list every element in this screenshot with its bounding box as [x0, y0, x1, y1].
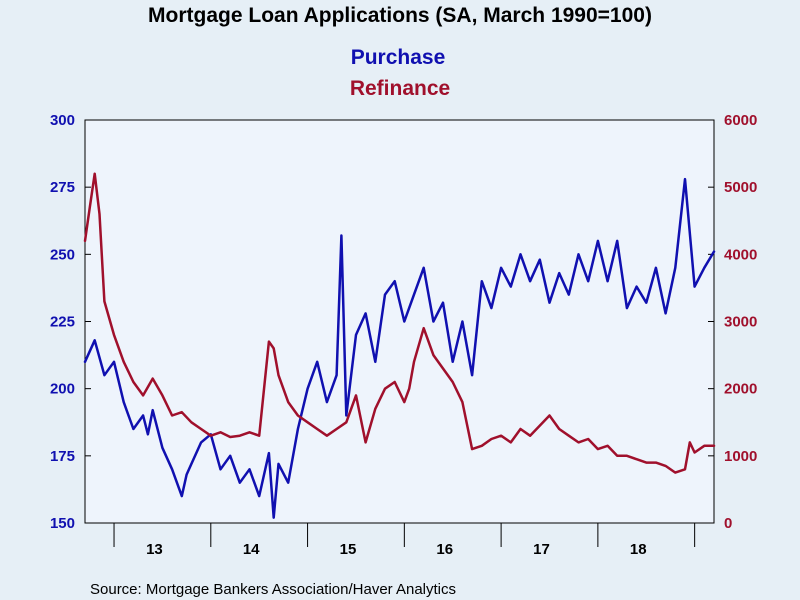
x-tick-label: 16 [436, 541, 453, 558]
y-right-tick-label: 2000 [724, 381, 757, 398]
y-left-tick-label: 225 [50, 314, 75, 331]
x-tick-label: 13 [146, 541, 163, 558]
series-line-refinance [83, 172, 716, 474]
axes: 3002752502252001751506000500040003000200… [50, 112, 757, 558]
y-left-tick-label: 150 [50, 515, 75, 532]
y-right-tick-label: 5000 [724, 179, 757, 196]
y-right-tick-label: 3000 [724, 314, 757, 331]
y-left-tick-label: 300 [50, 112, 75, 129]
x-tick-label: 14 [243, 541, 260, 558]
x-tick-label: 15 [340, 541, 357, 558]
y-right-tick-label: 4000 [724, 246, 757, 263]
y-left-tick-label: 200 [50, 381, 75, 398]
y-left-tick-label: 275 [50, 179, 75, 196]
legend-refinance: Refinance [350, 77, 450, 100]
y-right-tick-label: 1000 [724, 448, 757, 465]
x-tick-label: 17 [533, 541, 550, 558]
y-left-tick-label: 175 [50, 448, 75, 465]
y-left-tick-label: 250 [50, 246, 75, 263]
x-tick-label: 18 [630, 541, 647, 558]
legend-purchase: Purchase [351, 46, 446, 69]
series-layer [83, 172, 716, 519]
y-right-tick-label: 6000 [724, 112, 757, 129]
y-right-tick-label: 0 [724, 515, 732, 532]
plot-area [84, 119, 715, 524]
series-line-purchase [83, 177, 716, 519]
source-note: Source: Mortgage Bankers Association/Hav… [90, 581, 456, 598]
chart-title: Mortgage Loan Applications (SA, March 19… [148, 4, 652, 27]
